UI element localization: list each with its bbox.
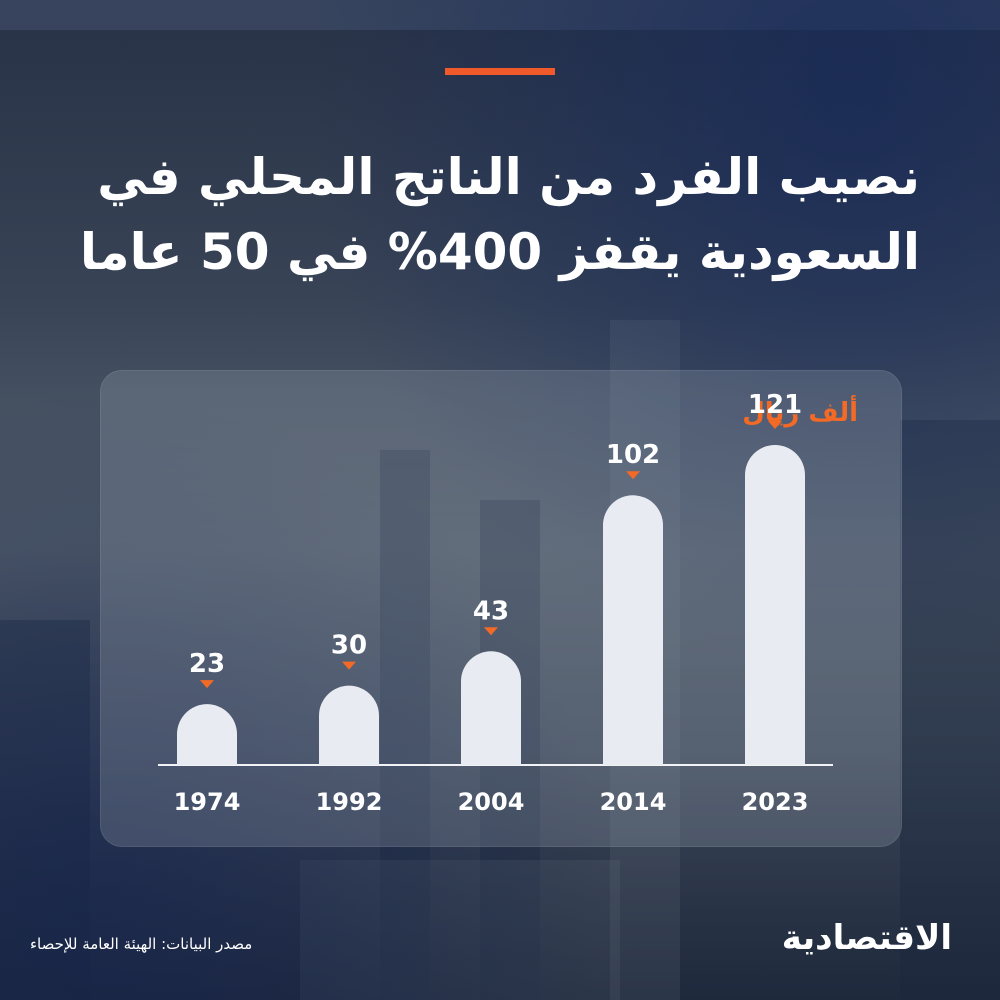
page-title: نصيب الفرد من الناتج المحلي في السعودية … [60,140,920,290]
value-marker-2014 [626,471,640,480]
value-marker-1974 [200,680,214,689]
brand-logo: الاقتصادية [781,918,952,958]
value-label-1974: 23 [189,649,225,679]
bar-1974 [177,704,238,765]
bar-2014 [603,495,663,765]
bar-2023 [745,445,805,765]
value-marker-2004 [484,627,498,636]
value-marker-2023 [768,421,782,429]
category-label-2023: 2023 [742,788,809,816]
unit-label: ألف ريال [742,398,858,428]
value-label-2004: 43 [473,596,509,626]
title-line-2: السعودية يقفز 400% في 50 عاما [79,223,920,281]
value-label-1992: 30 [331,631,367,661]
bar-2004 [461,651,521,765]
value-label-2023: 121 [748,390,802,420]
category-label-1992: 1992 [316,788,383,816]
source-note: مصدر البيانات: الهيئة العامة للإحصاء [30,935,253,953]
category-label-2014: 2014 [600,788,667,816]
accent-line [445,68,555,75]
category-label-1974: 1974 [174,788,241,816]
value-label-2014: 102 [606,440,660,470]
bar-1992 [319,685,379,765]
title-line-1: نصيب الفرد من الناتج المحلي في [97,148,920,206]
value-marker-1992 [342,661,356,670]
category-label-2004: 2004 [458,788,525,816]
